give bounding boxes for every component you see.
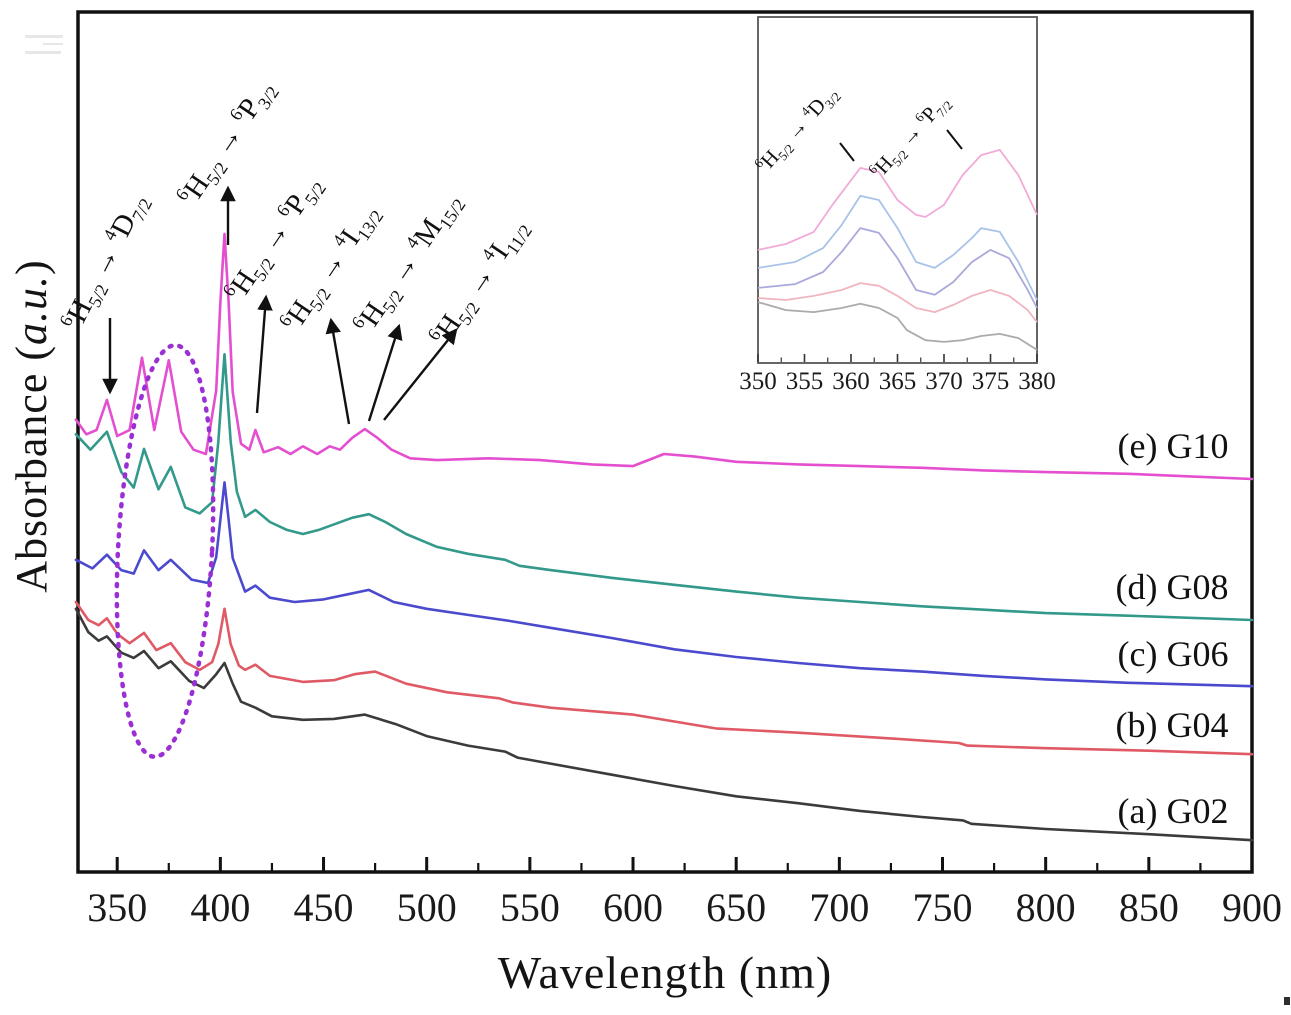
- inset-frame: [757, 16, 1038, 364]
- annotation-arrow: [255, 294, 273, 414]
- inset-annotation-pointer: [946, 129, 963, 150]
- x-tick-label: 350: [87, 885, 148, 930]
- inset-annotation-pointer: [839, 142, 855, 162]
- main-axes: [76, 10, 1254, 874]
- inset-x-tick-label: 375: [971, 368, 1010, 395]
- series-label-g04: (b) G04: [1115, 705, 1229, 745]
- inset-x-tick-label: 380: [1018, 368, 1056, 395]
- inset-curve-g08: [757, 194, 1038, 301]
- inset-curve-g10: [757, 148, 1038, 251]
- x-axis-title: Wavelength (nm): [497, 947, 833, 998]
- x-tick-label: 800: [1015, 885, 1076, 930]
- x-tick-label: 900: [1222, 885, 1282, 930]
- inset-curve-g06: [757, 227, 1038, 309]
- annotation-arrow: [383, 328, 458, 421]
- inset-curve-g04: [757, 282, 1038, 323]
- plot-frame: [76, 10, 1254, 874]
- inset-axes: [757, 16, 1038, 364]
- spectrum-curve-g04: [74, 600, 1254, 756]
- x-tick-label: 650: [706, 885, 767, 930]
- spectrum-curve-g06: [74, 481, 1254, 688]
- y-axis-title-au: a.u.: [7, 274, 56, 345]
- spectrum-curve-g10: [74, 232, 1254, 481]
- x-tick-label: 400: [190, 885, 251, 930]
- x-tick-label: 500: [396, 885, 457, 930]
- x-tick-label: 450: [293, 885, 354, 930]
- x-tick-label: 850: [1118, 885, 1179, 930]
- spectra-curves: [74, 232, 1254, 842]
- spectrum-curve-g08: [74, 352, 1254, 622]
- x-tick-label: 750: [912, 885, 973, 930]
- inset-x-tick-label: 370: [925, 368, 963, 395]
- inset-curve-g02: [757, 301, 1038, 351]
- annotation-arrow: [325, 317, 351, 425]
- series-label-g08: (d) G08: [1115, 567, 1229, 607]
- x-tick-label: 700: [809, 885, 870, 930]
- series-label-g02: (a) G02: [1117, 791, 1229, 831]
- inset-x-tick-label: 360: [832, 368, 870, 395]
- y-axis-title-close: ): [7, 259, 56, 275]
- inset-x-tick-label: 365: [878, 368, 917, 395]
- y-axis-title-text: Absorbance (: [7, 344, 56, 593]
- scan-artifact: [43, 43, 63, 45]
- highlight-ellipse-outline: [114, 343, 216, 759]
- inset-x-tick-label: 355: [785, 368, 824, 395]
- series-label-g10: (e) G10: [1117, 426, 1229, 466]
- highlight-ellipse: [114, 343, 216, 759]
- x-tick-label: 600: [603, 885, 664, 930]
- scan-artifact: [25, 35, 63, 38]
- annotation-arrows: [102, 185, 458, 425]
- x-tick-label: 550: [499, 885, 560, 930]
- annotation-arrow: [367, 323, 403, 422]
- inset-x-tick-label: 350: [739, 368, 777, 395]
- y-axis-title: Absorbance (a.u.): [6, 166, 58, 686]
- scan-artifact: [1284, 997, 1290, 1005]
- inset-spectra-curves: [757, 148, 1038, 351]
- scan-artifact: [25, 51, 61, 54]
- series-label-g06: (c) G06: [1117, 634, 1229, 674]
- spectrum-curve-g02: [74, 607, 1254, 842]
